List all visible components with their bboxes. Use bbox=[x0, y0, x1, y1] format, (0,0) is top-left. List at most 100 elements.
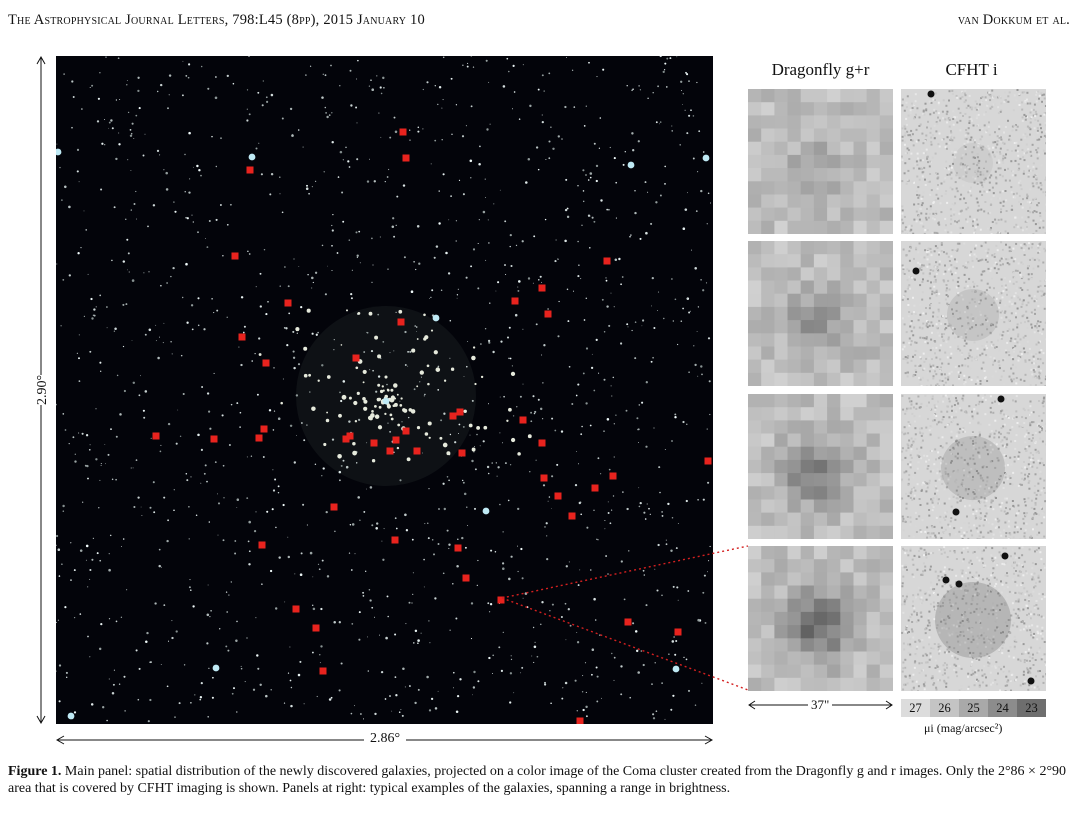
star bbox=[355, 106, 358, 109]
stamp-pixel bbox=[813, 181, 828, 196]
stamp-pixel bbox=[866, 168, 881, 182]
stamp-noise bbox=[971, 504, 973, 507]
star bbox=[423, 558, 425, 561]
stamp-noise bbox=[984, 413, 987, 416]
stamp-noise bbox=[1042, 293, 1045, 296]
star bbox=[663, 69, 666, 71]
star bbox=[203, 472, 206, 475]
stamp-noise bbox=[916, 454, 919, 457]
stamp-noise bbox=[1038, 377, 1041, 380]
stamp-noise bbox=[961, 479, 964, 481]
stamp-pixel bbox=[748, 141, 762, 156]
stamp-noise bbox=[1002, 487, 1005, 489]
star bbox=[78, 357, 80, 360]
stamp-noise bbox=[952, 394, 955, 397]
stamp-noise bbox=[1039, 477, 1042, 480]
stamp-noise bbox=[947, 295, 949, 298]
star bbox=[593, 389, 596, 392]
stamp-noise bbox=[977, 173, 980, 176]
stamp-noise bbox=[972, 220, 974, 223]
stamp-noise bbox=[1031, 326, 1033, 329]
stamp-noise bbox=[913, 304, 916, 307]
stamp-noise bbox=[962, 484, 965, 487]
stamp-noise bbox=[949, 520, 952, 523]
cluster-galaxy bbox=[357, 312, 361, 315]
stamp-pixel bbox=[853, 499, 868, 514]
stamp-noise bbox=[1041, 304, 1044, 307]
stamp-noise bbox=[928, 514, 931, 517]
star bbox=[632, 622, 635, 625]
star bbox=[645, 381, 648, 384]
stamp-noise bbox=[969, 138, 972, 141]
stamp-noise bbox=[994, 346, 996, 349]
stamp-noise bbox=[946, 396, 948, 398]
stamp-pixel bbox=[827, 512, 841, 527]
star bbox=[551, 603, 554, 606]
stamp-pixel bbox=[840, 102, 855, 116]
stamp-noise bbox=[928, 165, 931, 168]
stamp-noise bbox=[913, 607, 916, 610]
star bbox=[644, 518, 647, 520]
stamp-noise bbox=[986, 480, 989, 483]
star bbox=[651, 305, 652, 307]
stamp-noise bbox=[1025, 143, 1028, 146]
stamp-noise bbox=[986, 260, 989, 263]
star bbox=[197, 297, 200, 300]
stamp-noise bbox=[986, 190, 988, 193]
star bbox=[593, 220, 596, 223]
stamp-noise bbox=[921, 280, 924, 283]
stamp-pixel bbox=[813, 473, 828, 487]
stamp-noise bbox=[958, 365, 961, 368]
stamp-noise bbox=[998, 526, 1000, 529]
star bbox=[292, 330, 295, 333]
stamp-noise bbox=[957, 285, 960, 288]
star bbox=[437, 389, 440, 391]
stamp-noise bbox=[1018, 167, 1021, 170]
star bbox=[149, 661, 152, 664]
stamp-noise bbox=[930, 254, 933, 257]
stamp-noise bbox=[1002, 200, 1005, 203]
stamp-noise bbox=[1001, 417, 1004, 420]
star bbox=[369, 486, 373, 489]
stamp-noise bbox=[996, 135, 999, 138]
star bbox=[167, 519, 170, 522]
star bbox=[706, 223, 708, 225]
stamp-noise bbox=[1029, 111, 1032, 114]
stamp-noise bbox=[945, 315, 948, 318]
star bbox=[599, 634, 601, 636]
stamp-noise bbox=[941, 380, 944, 382]
star bbox=[682, 104, 684, 105]
star bbox=[148, 271, 150, 273]
star bbox=[108, 618, 111, 620]
stamp-noise bbox=[909, 287, 912, 290]
stamp-noise bbox=[951, 273, 953, 276]
stamp-noise bbox=[980, 634, 983, 637]
stamp-noise bbox=[912, 334, 915, 337]
stamp-noise bbox=[989, 637, 992, 640]
stamp-noise bbox=[1009, 280, 1011, 283]
stamp-noise bbox=[1020, 275, 1023, 278]
stamp-noise bbox=[1024, 359, 1027, 362]
stamp-noise bbox=[954, 602, 957, 605]
star bbox=[320, 607, 323, 611]
stamp-noise bbox=[905, 106, 908, 109]
star bbox=[458, 179, 461, 182]
stamp-noise bbox=[925, 556, 928, 559]
stamp-noise bbox=[957, 292, 960, 295]
stamp-noise bbox=[914, 349, 917, 352]
stamp-noise bbox=[910, 271, 913, 274]
stamp-noise bbox=[971, 290, 974, 293]
stamp-noise bbox=[1027, 100, 1030, 103]
star bbox=[76, 148, 80, 151]
star bbox=[434, 85, 436, 87]
stamp-noise bbox=[945, 113, 948, 116]
galaxy-marker bbox=[292, 605, 300, 613]
stamp-noise bbox=[914, 93, 917, 96]
stamp-noise bbox=[935, 294, 938, 297]
star bbox=[300, 305, 303, 309]
stamp-noise bbox=[1024, 598, 1027, 601]
stamp-noise bbox=[1017, 458, 1020, 460]
star bbox=[534, 410, 537, 413]
star bbox=[314, 180, 317, 182]
star bbox=[248, 113, 251, 116]
